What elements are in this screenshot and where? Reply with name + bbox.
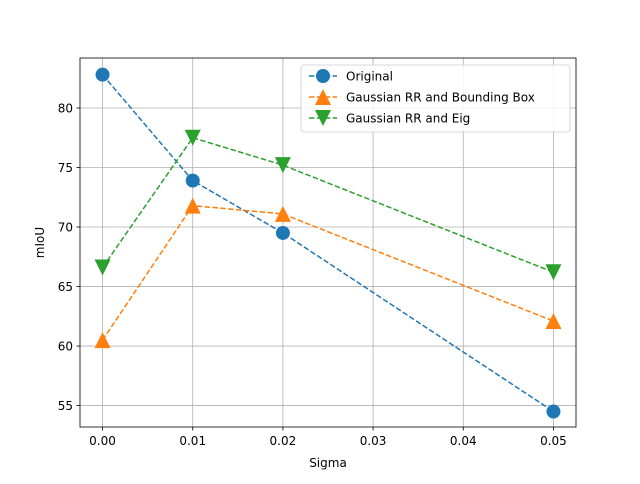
x-tick-label: 0.04 <box>450 434 477 448</box>
legend-item: Gaussian RR and Eig <box>309 110 470 126</box>
series-2 <box>94 197 562 349</box>
x-tick-label: 0.00 <box>89 434 116 448</box>
legend-marker <box>315 110 331 126</box>
y-tick-label: 75 <box>58 161 73 175</box>
data-point <box>545 264 562 281</box>
data-point <box>185 173 200 188</box>
data-point <box>546 404 561 419</box>
data-point <box>184 129 201 146</box>
data-point <box>274 205 291 222</box>
y-tick-label: 55 <box>58 399 73 413</box>
series-3 <box>94 129 562 281</box>
y-tick-label: 60 <box>58 340 73 354</box>
data-point <box>95 67 110 82</box>
legend-item: Gaussian RR and Bounding Box <box>309 89 535 105</box>
legend-label: Gaussian RR and Bounding Box <box>346 91 535 105</box>
x-axis-label: Sigma <box>309 456 347 470</box>
legend-label: Original <box>346 70 393 84</box>
data-point <box>275 225 290 240</box>
x-tick-label: 0.05 <box>540 434 567 448</box>
x-tick-label: 0.01 <box>179 434 206 448</box>
data-point <box>94 259 111 276</box>
legend-item: Original <box>309 69 393 84</box>
data-point <box>274 157 291 174</box>
series-layer <box>94 67 562 419</box>
series-line <box>101 136 554 273</box>
series-line <box>101 74 554 413</box>
x-tick-label: 0.02 <box>270 434 297 448</box>
y-tick-label: 65 <box>58 280 73 294</box>
legend: Original Gaussian RR and Bounding Box Gaus… <box>300 64 571 133</box>
legend-marker <box>316 69 330 83</box>
series-1 <box>95 67 561 419</box>
data-point <box>94 332 111 349</box>
legend-box <box>300 64 571 133</box>
y-axis-label: mIoU <box>33 227 47 258</box>
data-point <box>545 313 562 330</box>
series-line <box>101 204 554 341</box>
legend-marker <box>315 89 331 105</box>
data-point <box>184 197 201 214</box>
ticks: 0.00 0.01 0.02 0.03 0.04 0.05 55 60 65 70 75 80 <box>58 101 567 448</box>
x-tick-label: 0.03 <box>360 434 387 448</box>
y-tick-label: 80 <box>58 101 73 115</box>
y-tick-label: 70 <box>58 221 73 235</box>
legend-label: Gaussian RR and Eig <box>346 112 470 126</box>
plot-frame <box>79 57 577 428</box>
